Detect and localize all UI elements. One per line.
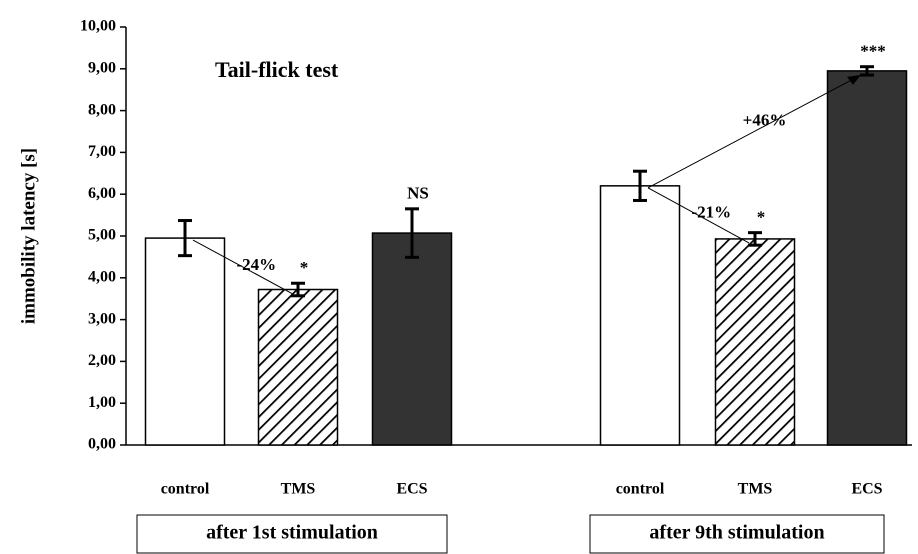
bar [714, 238, 796, 446]
y-tick-label: 0,00 [88, 436, 116, 453]
y-tick-label: 6,00 [88, 185, 116, 202]
y-tick-label: 3,00 [88, 310, 116, 327]
bar [826, 70, 908, 446]
significance-label: * [757, 208, 766, 227]
change-label: +46% [743, 110, 787, 129]
change-label: -21% [692, 203, 732, 222]
x-tick-label: TMS [738, 481, 773, 498]
y-tick-label: 9,00 [88, 59, 116, 76]
y-tick-label: 1,00 [88, 394, 116, 411]
x-tick-label: control [161, 481, 210, 498]
change-line [192, 239, 293, 294]
y-tick-label: 7,00 [88, 143, 116, 160]
change-line [647, 74, 862, 189]
y-tick-label: 2,00 [88, 352, 116, 369]
group-box [589, 514, 885, 554]
y-tick-label: 10,00 [80, 18, 116, 35]
y-axis-label: immobility latency [s] [18, 148, 39, 324]
y-tick-label: 8,00 [88, 101, 116, 118]
change-line [647, 187, 750, 244]
significance-label: * [300, 258, 309, 277]
y-tick-label: 4,00 [88, 268, 116, 285]
bar [371, 232, 453, 446]
significance-label: *** [860, 42, 886, 61]
change-label: -24% [237, 255, 277, 274]
group-box [136, 514, 448, 554]
bar [144, 237, 226, 446]
group-label: after 1st stimulation [206, 522, 378, 544]
x-tick-label: TMS [281, 481, 316, 498]
x-tick-label: control [616, 481, 665, 498]
bar [599, 185, 681, 446]
bar [257, 288, 339, 446]
significance-label: NS [407, 184, 429, 203]
group-label: after 9th stimulation [649, 522, 824, 544]
arrow-head [847, 74, 861, 85]
chart-title: Tail-flick test [215, 57, 339, 82]
y-tick-label: 5,00 [88, 227, 116, 244]
x-tick-label: ECS [851, 481, 882, 498]
x-tick-label: ECS [396, 481, 427, 498]
